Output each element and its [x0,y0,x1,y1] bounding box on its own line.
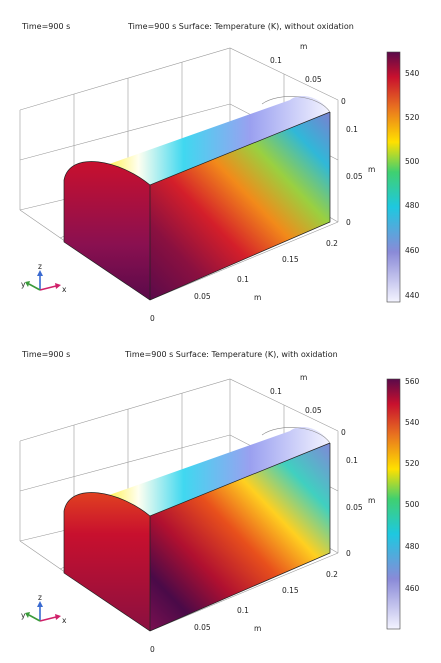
x-unit-label: m [254,624,261,633]
y-tick-0: 0 [341,428,346,437]
x-tick-0.15: 0.15 [282,255,299,264]
z-tick-0.05: 0.05 [346,172,363,181]
3d-surface-plot: m 0.1 0.05 0 0.1 m 0.05 0 0.2 0.15 0.1 m… [19,373,420,654]
y-unit-label: m [300,373,307,382]
colorbar: 540 520 500 480 460 440 [386,51,420,303]
axis-triad: z x y [21,593,67,625]
colorbar-tick: 520 [405,113,420,122]
plot-title: Time=900 s Surface: Temperature (K), wit… [125,350,338,359]
x-unit-label: m [254,293,261,302]
axis-triad: z x y [21,262,67,294]
time-label: Time=900 s [22,22,71,31]
y-tick-0.05: 0.05 [305,406,322,415]
x-tick-0.05: 0.05 [194,623,211,632]
y-tick-0: 0 [341,97,346,106]
x-tick-0.05: 0.05 [194,292,211,301]
plot-panel-without-oxidation: Time=900 s Time=900 s Surface: Temperatu… [0,0,441,331]
triad-z-label: z [38,593,42,602]
colorbar-tick: 460 [405,246,420,255]
colorbar: 560 540 520 500 480 460 [386,377,420,630]
colorbar-tick: 440 [405,291,420,300]
x-tick-0: 0 [150,645,155,654]
plot-title: Time=900 s Surface: Temperature (K), wit… [128,22,354,31]
y-unit-label: m [300,42,307,51]
colorbar-tick: 560 [405,377,420,386]
time-label: Time=900 s [22,350,71,359]
plot-panel-with-oxidation: Time=900 s Time=900 s Surface: Temperatu… [0,331,441,663]
y-tick-0.1: 0.1 [270,387,282,396]
colorbar-tick: 500 [405,500,420,509]
triad-x-label: x [62,616,67,625]
z-tick-0.1: 0.1 [346,456,358,465]
z-unit-label: m [368,496,375,505]
heated-body [63,96,331,301]
heated-body [63,427,331,632]
x-tick-0.1: 0.1 [237,606,249,615]
x-tick-0.2: 0.2 [326,570,338,579]
triad-y-label: y [21,280,26,289]
colorbar-tick: 540 [405,418,420,427]
triad-y-label: y [21,611,26,620]
z-tick-0: 0 [346,549,351,558]
x-tick-0.15: 0.15 [282,586,299,595]
z-unit-label: m [368,165,375,174]
triad-x-label: x [62,285,67,294]
colorbar-tick: 480 [405,201,420,210]
z-tick-0: 0 [346,218,351,227]
colorbar-tick: 460 [405,584,420,593]
y-tick-0.05: 0.05 [305,75,322,84]
colorbar-tick: 500 [405,157,420,166]
z-tick-0.1: 0.1 [346,125,358,134]
axis-grid [19,378,339,632]
x-tick-0: 0 [150,314,155,323]
colorbar-tick: 480 [405,542,420,551]
x-tick-0.2: 0.2 [326,239,338,248]
colorbar-tick: 520 [405,459,420,468]
z-tick-0.05: 0.05 [346,503,363,512]
x-tick-0.1: 0.1 [237,275,249,284]
triad-z-label: z [38,262,42,271]
colorbar-tick: 540 [405,69,420,78]
3d-surface-plot: m 0.1 0.05 0 0.1 m 0.05 0 0.2 0.15 0.1 m… [19,42,420,323]
y-tick-0.1: 0.1 [270,56,282,65]
